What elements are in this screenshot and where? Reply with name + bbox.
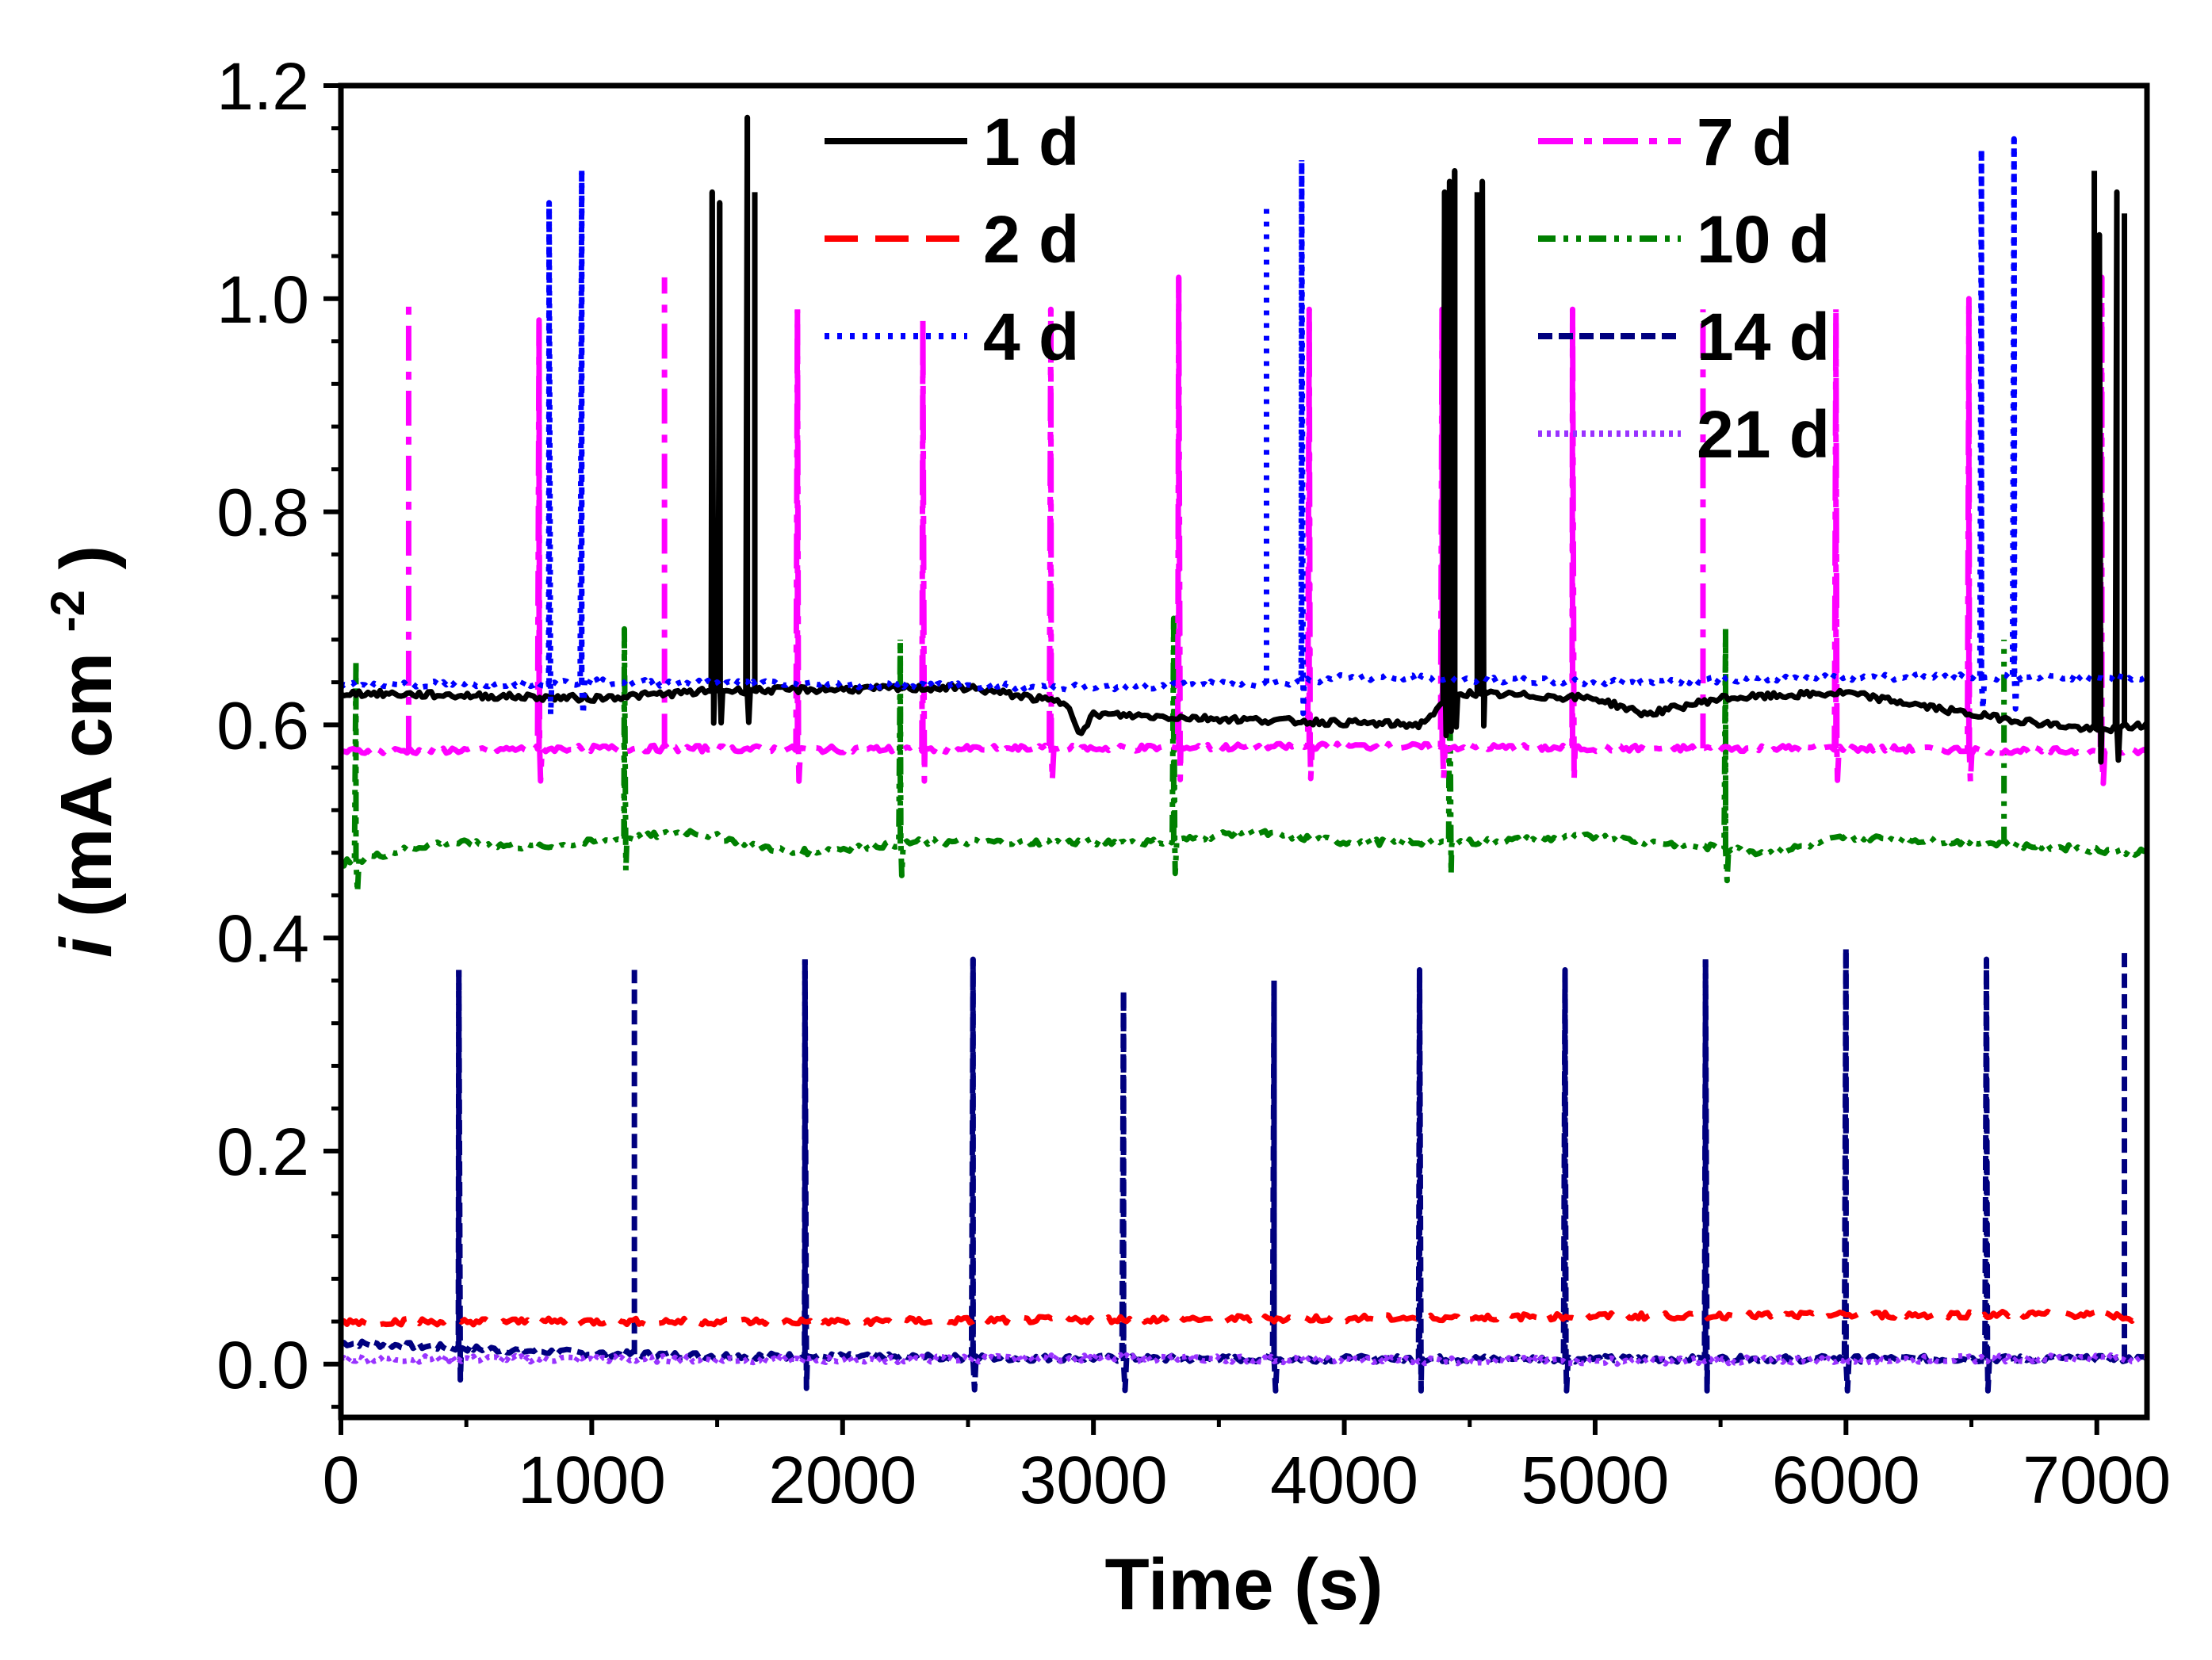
legend-item-1-d: 1 d: [825, 105, 1079, 179]
x-tick-label-0: 0: [323, 1443, 360, 1517]
legend-label-14-d: 14 d: [1697, 300, 1830, 374]
legend-item-21-d: 21 d: [1538, 397, 1830, 472]
series-14-d: [341, 946, 2147, 1394]
x-tick-label-3000: 3000: [1020, 1443, 1168, 1517]
y-axis-unit-close: ): [46, 545, 127, 570]
series-line-7-d: [341, 274, 2147, 786]
legend-label-21-d: 21 d: [1697, 397, 1830, 472]
legend-label-4-d: 4 d: [983, 300, 1079, 374]
series-layer: [341, 114, 2147, 1394]
legend-label-1-d: 1 d: [983, 105, 1079, 179]
x-tick-label-4000: 4000: [1270, 1443, 1418, 1517]
legend-label-2-d: 2 d: [983, 202, 1079, 277]
x-tick-label-5000: 5000: [1521, 1443, 1670, 1517]
y-axis: 0.0 0.2 0.4 0.6 0.8 1.0 1.2: [216, 49, 341, 1409]
x-tick-label-2000: 2000: [768, 1443, 917, 1517]
legend-item-2-d: 2 d: [825, 202, 1079, 277]
series-1-d: [341, 114, 2147, 765]
legend-item-4-d: 4 d: [825, 300, 1079, 374]
y-tick-label-1.2: 1.2: [216, 49, 309, 124]
series-line-2-d: [341, 1308, 2147, 1328]
series-2-d: [341, 1308, 2147, 1328]
legend-label-7-d: 7 d: [1697, 105, 1793, 179]
series-4-d: [341, 136, 2147, 718]
y-tick-label-0.2: 0.2: [216, 1115, 309, 1189]
series-10-d: [341, 615, 2147, 895]
x-tick-label-6000: 6000: [1772, 1443, 1920, 1517]
legend-label-10-d: 10 d: [1697, 202, 1830, 277]
y-tick-label-0.0: 0.0: [216, 1328, 309, 1402]
y-tick-label-1.0: 1.0: [216, 262, 309, 337]
series-line-1-d: [341, 114, 2147, 765]
series-7-d: [341, 274, 2147, 786]
y-tick-label-0.8: 0.8: [216, 476, 309, 550]
legend-item-14-d: 14 d: [1538, 300, 1830, 374]
legend-item-7-d: 7 d: [1538, 105, 1793, 179]
series-line-4-d: [341, 136, 2147, 718]
legend-item-10-d: 10 d: [1538, 202, 1830, 277]
series-line-10-d: [341, 615, 2147, 895]
y-axis-unit: (mA cm: [46, 652, 127, 917]
y-axis-unit-superscript: -2: [41, 590, 94, 632]
plot-frame: [338, 82, 2150, 1421]
x-tick-label-7000: 7000: [2023, 1443, 2171, 1517]
legend: 1 d 2 d 4 d 7 d 10 d 14 d 21 d: [825, 105, 1830, 472]
y-tick-label-0.6: 0.6: [216, 688, 309, 763]
series-line-14-d: [341, 946, 2147, 1394]
y-tick-label-0.4: 0.4: [216, 901, 309, 976]
y-axis-title: i (mA cm -2 ): [19, 545, 127, 958]
x-axis: 0 1000 2000 3000 4000 5000 6000 7000: [323, 1417, 2171, 1517]
y-axis-symbol: i: [46, 935, 127, 958]
x-tick-label-1000: 1000: [518, 1443, 666, 1517]
x-axis-title: Time (s): [1104, 1544, 1383, 1625]
